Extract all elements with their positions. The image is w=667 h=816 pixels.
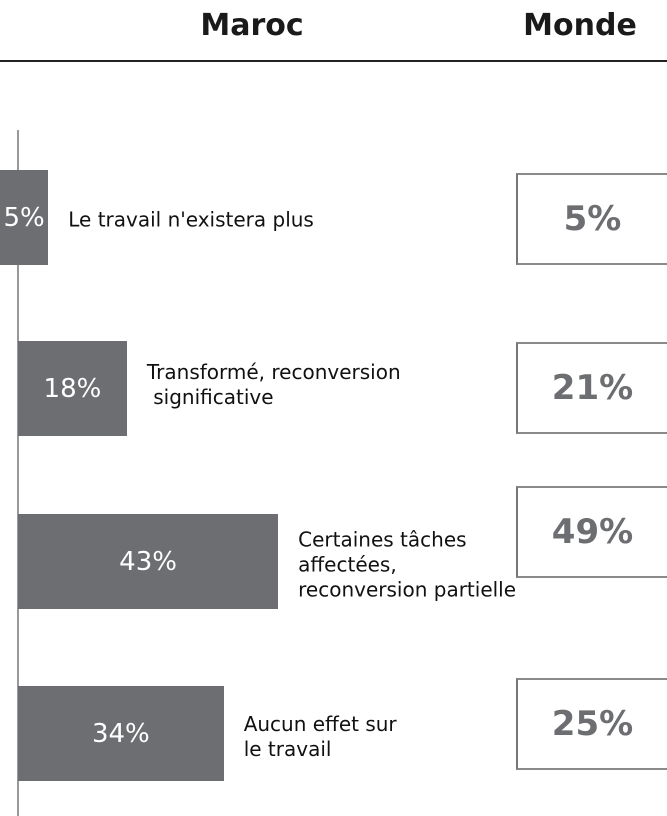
bar: 43% (18, 514, 279, 609)
category-label: Certaines tâches affectées, reconversion p… (298, 528, 516, 603)
monde-box: 21% (516, 342, 667, 434)
category-line: Certaines tâches (298, 527, 467, 552)
value-label: 18% (43, 373, 102, 404)
category-label: Aucun effet sur le travail (244, 712, 397, 762)
category-line: reconversion partielle (298, 577, 517, 602)
value-label: 43% (119, 546, 177, 577)
series-header: Maroc (200, 8, 304, 43)
bar: 34% (18, 686, 224, 781)
value-label: 49% (551, 512, 634, 552)
category-line: Transformé, reconversion (146, 360, 401, 384)
monde-box: 49% (516, 486, 667, 578)
value-label: 5% (3, 202, 45, 233)
bar: 5% (0, 170, 49, 265)
category-label: Le travail n'existera plus (68, 208, 314, 233)
value-label: 34% (91, 718, 150, 749)
bar: 18% (18, 341, 127, 436)
category-line: le travail (243, 737, 332, 761)
value-label: 5% (563, 199, 622, 239)
category-line: Aucun effet sur (243, 712, 397, 736)
category-line: significative (146, 385, 274, 409)
monde-box: 25% (516, 678, 667, 770)
series-header: Monde (523, 8, 637, 43)
value-label: 25% (551, 704, 634, 744)
category-line: affectées, (298, 552, 397, 577)
monde-box: 5% (516, 173, 667, 265)
category-line: Le travail n'existera plus (68, 207, 314, 232)
category-label: Transformé, reconversion significative (147, 360, 401, 410)
header-rule (0, 60, 667, 62)
axis-line (17, 130, 19, 816)
value-label: 21% (551, 368, 634, 408)
